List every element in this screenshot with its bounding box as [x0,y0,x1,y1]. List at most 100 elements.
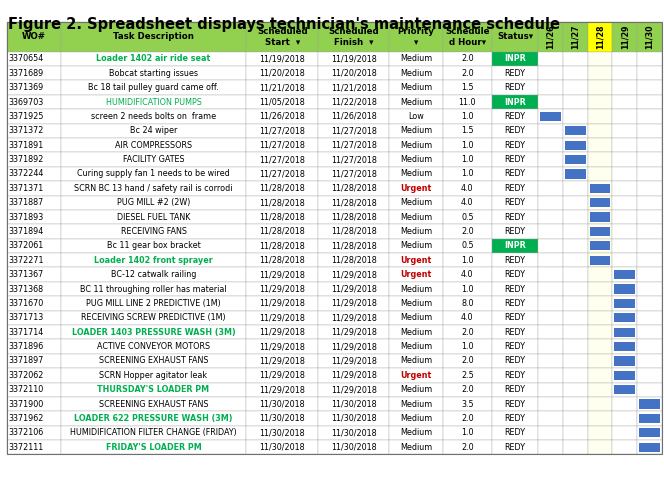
Text: RECEIVING FANS: RECEIVING FANS [121,227,187,236]
Bar [614,270,635,279]
Text: 11/27/2018: 11/27/2018 [259,126,305,135]
Text: REDY: REDY [505,414,526,423]
Bar [492,426,538,440]
Bar [588,181,612,195]
Text: Loader 1402 front sprayer: Loader 1402 front sprayer [94,256,213,265]
Bar [246,426,318,440]
Bar [538,239,563,253]
Bar [612,167,637,181]
Text: 11/29/2018: 11/29/2018 [331,328,376,337]
Bar [246,382,318,397]
Bar [637,354,662,368]
Text: REDY: REDY [505,213,526,221]
Bar [443,268,492,282]
Text: 3371368: 3371368 [9,284,44,294]
Text: 1.0: 1.0 [461,141,473,150]
Bar [637,397,662,411]
Bar [318,253,389,268]
Text: 11/27/2018: 11/27/2018 [259,155,305,164]
Bar [389,325,443,339]
Bar [60,239,246,253]
Bar [563,80,588,95]
Text: 11/20/2018: 11/20/2018 [260,69,305,78]
Bar [563,368,588,382]
Bar [538,310,563,325]
Bar [318,282,389,296]
Text: Curing supply fan 1 needs to be wired: Curing supply fan 1 needs to be wired [77,169,230,179]
Bar [492,195,538,210]
Bar [318,268,389,282]
Text: BC 11 throughing roller has material: BC 11 throughing roller has material [80,284,227,294]
Text: 11/28/2018: 11/28/2018 [260,198,305,207]
Text: INPR: INPR [504,54,526,63]
Text: REDY: REDY [505,342,526,351]
Bar [588,382,612,397]
Bar [588,22,612,52]
Bar [637,339,662,354]
Text: REDY: REDY [505,356,526,366]
Bar [7,66,60,80]
Text: 11/29/2018: 11/29/2018 [331,313,376,322]
Bar [588,195,612,210]
Text: HUMIDIFICATION PUMPS: HUMIDIFICATION PUMPS [106,97,201,106]
Bar [318,80,389,95]
Text: 11/30/2018: 11/30/2018 [260,443,305,452]
Bar [318,382,389,397]
Text: 11/29/2018: 11/29/2018 [331,299,376,308]
Bar [563,95,588,109]
Bar [637,66,662,80]
Bar [563,382,588,397]
Bar [389,22,443,52]
Text: 2.0: 2.0 [461,443,473,452]
Bar [7,397,60,411]
Text: Medium: Medium [400,313,432,322]
Text: 11/29/2018: 11/29/2018 [259,328,305,337]
Text: REDY: REDY [505,443,526,452]
Text: 3371925: 3371925 [9,112,44,121]
Bar [492,66,538,80]
Text: 3372110: 3372110 [9,385,44,394]
Bar [492,123,538,138]
Bar [612,123,637,138]
Text: Medium: Medium [400,299,432,308]
Bar [7,296,60,310]
Text: 11/28/2018: 11/28/2018 [331,198,376,207]
Bar [492,109,538,123]
Bar [637,195,662,210]
Text: Medium: Medium [400,342,432,351]
Bar [538,123,563,138]
Text: REDY: REDY [505,83,526,92]
Bar [443,239,492,253]
Text: SCREENING EXHAUST FANS: SCREENING EXHAUST FANS [99,356,208,366]
Bar [246,239,318,253]
Bar [443,296,492,310]
Text: 3371714: 3371714 [9,328,44,337]
Bar [246,397,318,411]
Bar [318,440,389,455]
Text: Medium: Medium [400,385,432,394]
Bar [612,80,637,95]
Text: 11/30/2018: 11/30/2018 [331,429,376,437]
Text: INPR: INPR [504,242,526,250]
Bar [443,224,492,239]
Bar [389,368,443,382]
Text: Schedule
d Hour▾: Schedule d Hour▾ [445,27,489,47]
Bar [588,325,612,339]
Bar [7,138,60,153]
Bar [443,382,492,397]
Bar [389,66,443,80]
Text: INPR: INPR [504,97,526,106]
Bar [389,339,443,354]
Bar [443,195,492,210]
Bar [389,253,443,268]
Bar [60,138,246,153]
Bar [443,167,492,181]
Text: 11/28/2018: 11/28/2018 [331,184,376,193]
Text: 11/28: 11/28 [596,25,604,49]
Bar [7,123,60,138]
Text: 11/28/2018: 11/28/2018 [260,184,305,193]
Bar [563,411,588,426]
Bar [492,282,538,296]
Bar [60,80,246,95]
Bar [7,339,60,354]
